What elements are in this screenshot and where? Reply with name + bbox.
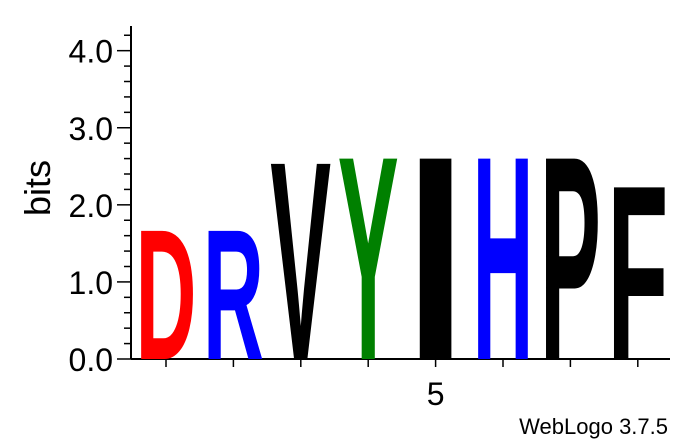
weblogo-credit: WebLogo 3.7.5: [519, 414, 668, 439]
logo-letter-i: I: [405, 96, 466, 421]
y-tick-label: 0.0: [69, 342, 113, 378]
logo-letter-f: F: [607, 134, 668, 412]
x-tick-label: 5: [427, 376, 445, 412]
logo-letter-r: R: [203, 190, 264, 399]
y-tick-label: 4.0: [69, 34, 113, 70]
y-tick-label: 3.0: [69, 111, 113, 147]
logo-letter-y: Y: [338, 96, 399, 421]
logo-letter-h: H: [473, 97, 534, 422]
logo-letter-v: V: [270, 102, 331, 420]
logo-letter-d: D: [136, 190, 197, 399]
logo-letter-p: P: [540, 96, 601, 421]
y-axis-label: bits: [17, 160, 58, 216]
y-axis: 0.0 1.0 2.0 3.0 4.0: [69, 26, 132, 378]
y-tick-label: 1.0: [69, 265, 113, 301]
x-axis: 5: [131, 358, 670, 412]
y-tick-label: 2.0: [69, 188, 113, 224]
